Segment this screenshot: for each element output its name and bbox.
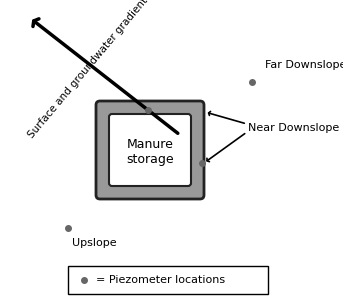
Text: Far Downslope: Far Downslope bbox=[265, 60, 343, 70]
Text: Surface and groundwater gradient: Surface and groundwater gradient bbox=[26, 0, 150, 140]
Text: Manure
storage: Manure storage bbox=[126, 138, 174, 166]
Text: Upslope: Upslope bbox=[72, 238, 117, 248]
FancyBboxPatch shape bbox=[109, 114, 191, 186]
Text: = Piezometer locations: = Piezometer locations bbox=[96, 275, 225, 285]
FancyBboxPatch shape bbox=[68, 266, 268, 294]
FancyBboxPatch shape bbox=[96, 101, 204, 199]
Text: Near Downslope: Near Downslope bbox=[248, 123, 339, 133]
